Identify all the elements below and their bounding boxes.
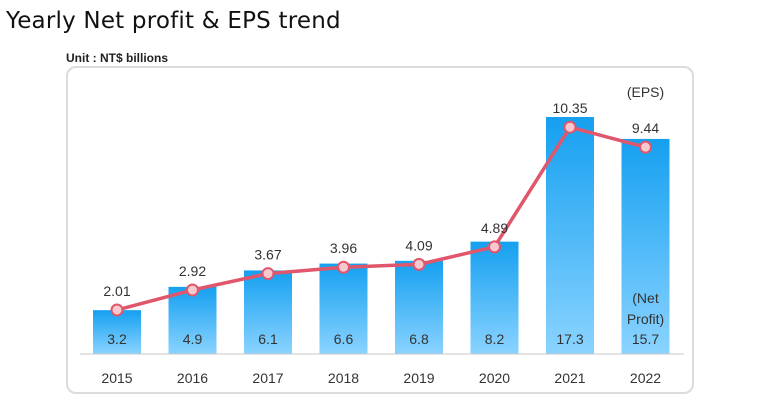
bar-2017 <box>244 270 292 354</box>
eps-value-2019: 4.09 <box>405 237 432 253</box>
x-tick-label-2015: 2015 <box>101 370 132 386</box>
eps-marker-2015 <box>110 303 124 317</box>
eps-value-2018: 3.96 <box>330 240 357 256</box>
eps-value-2021: 10.35 <box>552 100 587 116</box>
eps-marker-2021 <box>563 120 577 134</box>
x-tick-label-2021: 2021 <box>554 370 585 386</box>
eps-marker-2019 <box>412 257 426 271</box>
bar-2020 <box>470 241 519 354</box>
eps-marker-2016 <box>186 283 199 297</box>
x-tick-label-2019: 2019 <box>403 370 434 386</box>
net-profit-series-label-line1: (Net <box>632 290 659 306</box>
net-profit-value-2016: 4.9 <box>183 331 203 347</box>
eps-series-line <box>116 125 646 312</box>
x-tick-label-2022: 2022 <box>630 370 661 386</box>
net-profit-value-2017: 6.1 <box>258 331 278 347</box>
x-tick-label-2016: 2016 <box>177 370 208 386</box>
net-profit-value-2015: 3.2 <box>107 331 127 347</box>
bar-2015 <box>93 310 141 354</box>
eps-marker-2018 <box>337 260 350 274</box>
eps-value-2022: 9.44 <box>632 120 659 136</box>
net-profit-value-2022: 15.7 <box>632 331 659 347</box>
eps-value-2020: 4.89 <box>481 220 508 236</box>
eps-series-label: (EPS) <box>627 84 664 100</box>
net-profit-value-2020: 8.2 <box>485 331 505 347</box>
eps-marker-2017 <box>261 267 275 281</box>
eps-value-2017: 3.67 <box>254 247 281 263</box>
net-profit-value-2018: 6.6 <box>334 331 354 347</box>
x-tick-label-2017: 2017 <box>252 370 283 386</box>
bar-2018 <box>319 263 368 354</box>
unit-label: Unit : NT$ billions <box>66 51 168 65</box>
x-tick-label-2020: 2020 <box>479 370 510 386</box>
eps-marker-2022 <box>639 140 652 154</box>
bar-2021 <box>546 116 594 355</box>
x-tick-label-2018: 2018 <box>328 370 359 386</box>
eps-marker-2020 <box>488 240 501 254</box>
net-profit-value-2019: 6.8 <box>409 331 429 347</box>
bar-2016 <box>168 286 217 354</box>
page-title: Yearly Net profit & EPS trend <box>6 8 341 34</box>
bar-2022 <box>621 138 670 354</box>
eps-value-2016: 2.92 <box>179 263 206 279</box>
bar-2019 <box>395 260 443 354</box>
eps-value-2015: 2.01 <box>103 283 130 299</box>
net-profit-series-label-line2: Profit) <box>627 311 664 327</box>
net-profit-value-2021: 17.3 <box>556 331 583 347</box>
